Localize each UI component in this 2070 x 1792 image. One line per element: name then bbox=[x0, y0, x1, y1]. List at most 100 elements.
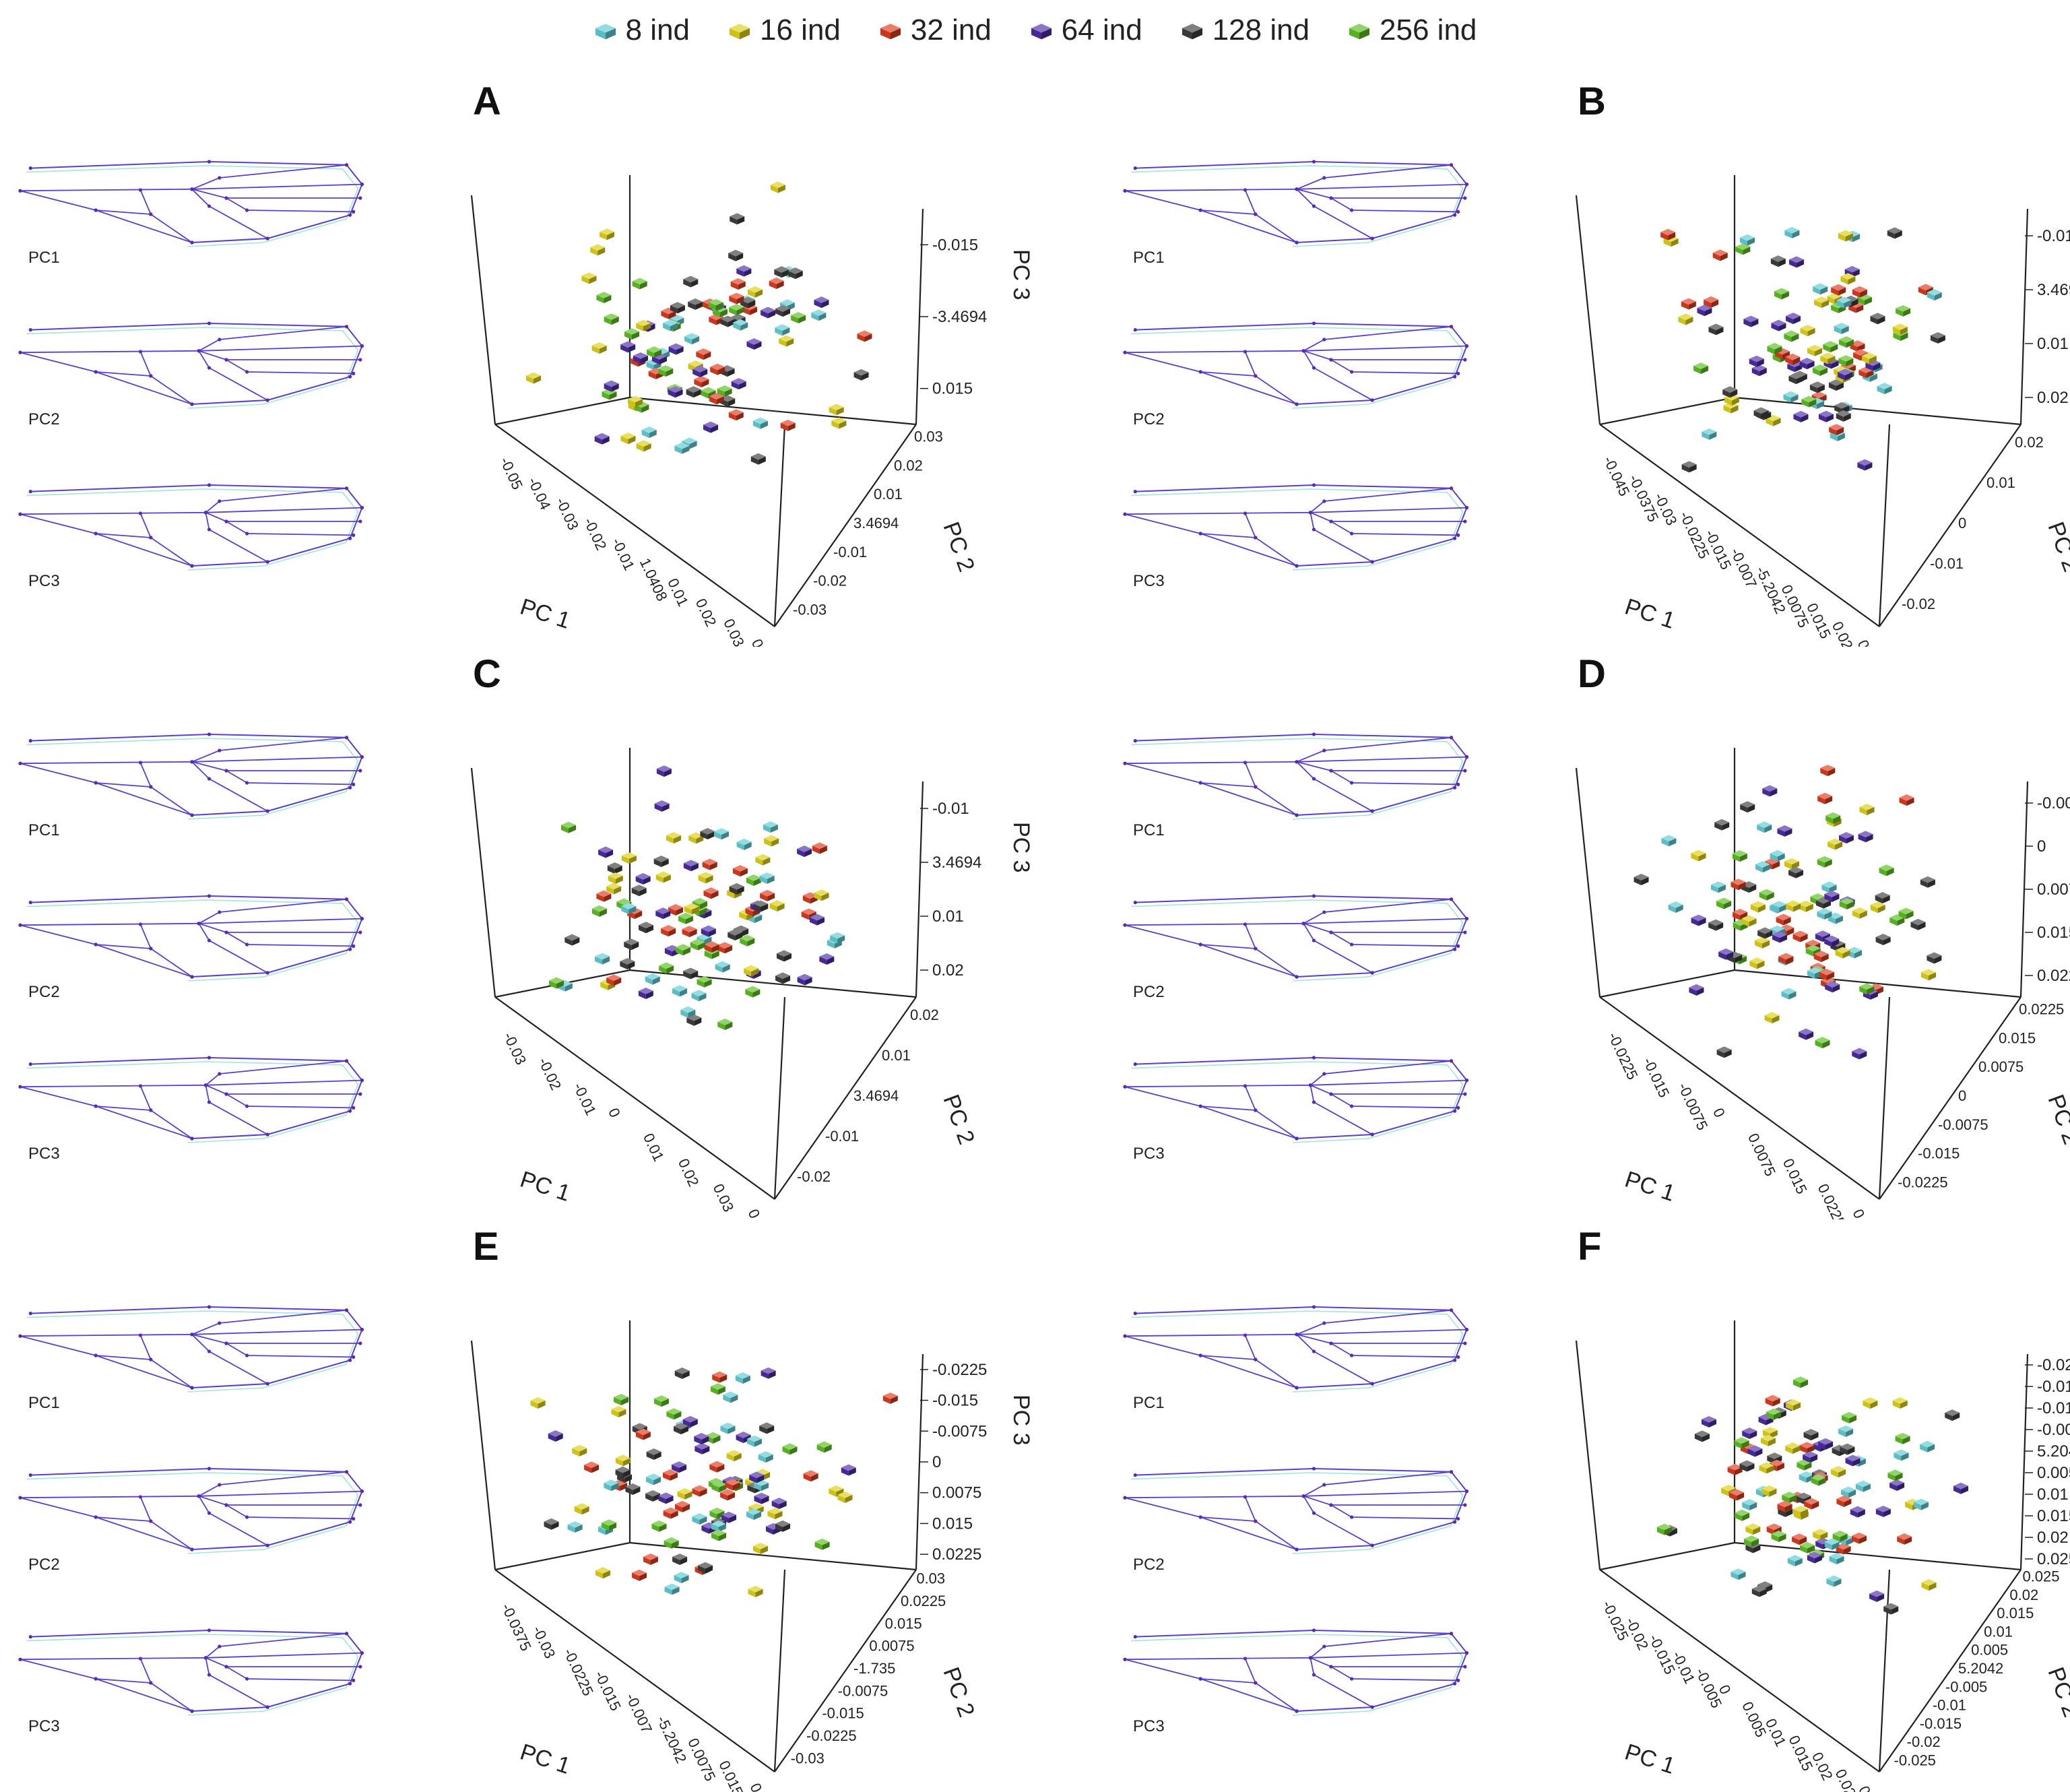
data-point bbox=[697, 975, 712, 988]
data-point bbox=[1740, 234, 1755, 246]
y-tick-label: -0.0075 bbox=[838, 1682, 888, 1699]
data-point bbox=[1784, 330, 1799, 342]
data-point bbox=[1927, 289, 1942, 301]
data-point bbox=[1731, 878, 1746, 891]
data-point bbox=[1953, 1482, 1968, 1494]
data-point bbox=[740, 934, 755, 947]
data-point bbox=[632, 278, 647, 290]
data-point bbox=[658, 1492, 674, 1504]
data-point bbox=[654, 800, 670, 812]
data-point bbox=[698, 872, 713, 884]
z-tick-label: 0.0075 bbox=[2037, 881, 2070, 899]
data-point bbox=[814, 889, 829, 901]
data-point bbox=[703, 421, 719, 433]
data-point bbox=[782, 1443, 798, 1455]
data-point bbox=[655, 871, 671, 883]
data-point bbox=[1820, 765, 1836, 777]
axis-line bbox=[1575, 767, 1601, 998]
data-point bbox=[1786, 313, 1801, 325]
data-point bbox=[636, 440, 651, 452]
data-point bbox=[596, 890, 612, 902]
data-point bbox=[709, 1507, 725, 1519]
y-tick-label: -0.03 bbox=[791, 1750, 824, 1766]
data-point bbox=[1656, 1523, 1672, 1535]
data-point bbox=[1816, 897, 1832, 909]
data-point bbox=[748, 286, 763, 298]
data-point bbox=[1751, 364, 1767, 377]
wing-outline bbox=[18, 483, 364, 571]
data-point bbox=[1807, 1551, 1822, 1564]
data-point bbox=[1812, 364, 1828, 377]
x-tick-label: -0.007 bbox=[1727, 546, 1760, 591]
axis-line bbox=[1879, 1569, 2022, 1772]
data-point bbox=[1742, 1427, 1757, 1439]
data-point bbox=[614, 1394, 629, 1405]
y-tick-label: -0.02 bbox=[813, 573, 847, 589]
data-point bbox=[1771, 319, 1786, 331]
z-axis-label: PC 3 bbox=[1008, 822, 1034, 873]
data-point bbox=[769, 278, 784, 289]
y-tick-label: 0.015 bbox=[1999, 1029, 2036, 1046]
data-point bbox=[1825, 981, 1840, 993]
wing-label-pc3: PC3 bbox=[28, 1717, 60, 1735]
wing-outline bbox=[1123, 1056, 1469, 1143]
data-point bbox=[662, 1469, 678, 1481]
data-point bbox=[771, 1498, 787, 1510]
data-point bbox=[746, 1508, 761, 1521]
x-tick-label: 0.04 bbox=[745, 1207, 773, 1219]
wing-outline bbox=[18, 1056, 364, 1143]
wing-label-pc2: PC2 bbox=[1133, 410, 1165, 428]
legend: 8 ind 16 ind 32 ind 64 ind 128 ind 256 ind bbox=[0, 9, 2070, 51]
data-point bbox=[1689, 984, 1704, 996]
data-point bbox=[797, 845, 812, 858]
data-point bbox=[595, 953, 610, 965]
data-point bbox=[1774, 288, 1789, 300]
x-tick-label: 0 bbox=[1710, 1106, 1728, 1120]
data-point bbox=[1745, 1523, 1761, 1535]
z-tick-label: -0.005 bbox=[2037, 1421, 2070, 1439]
wing-outline bbox=[1123, 1305, 1469, 1393]
axis-line bbox=[773, 424, 786, 627]
data-point bbox=[658, 365, 674, 377]
z-axis-label: PC 3 bbox=[1008, 249, 1034, 300]
data-point bbox=[694, 1433, 709, 1444]
data-point bbox=[567, 1521, 583, 1533]
axis-line bbox=[494, 396, 630, 426]
y-tick-label: -0.015 bbox=[822, 1705, 864, 1722]
y-tick-label: -0.02 bbox=[797, 1168, 831, 1185]
z-tick-label: -0.0225 bbox=[932, 1361, 987, 1379]
data-point bbox=[1945, 1409, 1960, 1421]
data-point bbox=[694, 1442, 710, 1454]
x-axis-label: PC 1 bbox=[1622, 594, 1679, 633]
data-point bbox=[686, 386, 701, 398]
data-point bbox=[1828, 838, 1843, 850]
axis-line bbox=[494, 996, 775, 1200]
data-point bbox=[674, 442, 690, 454]
data-point bbox=[1732, 850, 1747, 862]
z-tick-label: 5.2042 bbox=[2037, 1442, 2070, 1461]
data-point bbox=[620, 433, 636, 445]
data-point bbox=[1852, 1048, 1867, 1060]
z-tick-label: 0.0225 bbox=[2037, 967, 2070, 985]
data-point bbox=[1859, 983, 1875, 995]
data-point bbox=[731, 378, 746, 390]
data-point bbox=[1825, 812, 1841, 824]
wing-label-pc1: PC1 bbox=[1133, 821, 1165, 839]
data-point bbox=[1702, 428, 1717, 440]
data-point bbox=[712, 1371, 727, 1383]
x-tick-label: 0.015 bbox=[1780, 1156, 1811, 1196]
panel-letter: E bbox=[473, 1225, 499, 1269]
data-point bbox=[1850, 340, 1865, 352]
z-tick-label: 3.4694 bbox=[932, 854, 981, 872]
legend-cube bbox=[1349, 24, 1370, 40]
y-tick-label: 0 bbox=[1958, 515, 1966, 532]
axis-line bbox=[1734, 1541, 2022, 1571]
data-point bbox=[690, 938, 705, 951]
data-point bbox=[1887, 227, 1902, 239]
data-point bbox=[831, 417, 847, 429]
x-tick-label: -0.03 bbox=[500, 1029, 529, 1067]
y-tick-label: 0.01 bbox=[1986, 474, 2015, 491]
data-point bbox=[1920, 1440, 1935, 1452]
data-point bbox=[1829, 1553, 1844, 1565]
data-point bbox=[1821, 881, 1837, 893]
